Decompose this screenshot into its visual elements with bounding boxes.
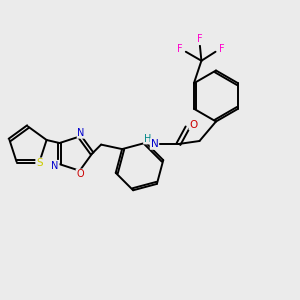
Text: F: F — [219, 44, 224, 54]
Text: F: F — [177, 44, 183, 54]
Text: N: N — [51, 161, 59, 171]
Text: S: S — [36, 158, 43, 168]
Text: F: F — [197, 34, 203, 44]
Text: O: O — [189, 119, 198, 130]
Text: H: H — [144, 134, 151, 144]
Text: N: N — [77, 128, 85, 138]
Text: N: N — [151, 139, 158, 149]
Text: O: O — [76, 169, 84, 179]
